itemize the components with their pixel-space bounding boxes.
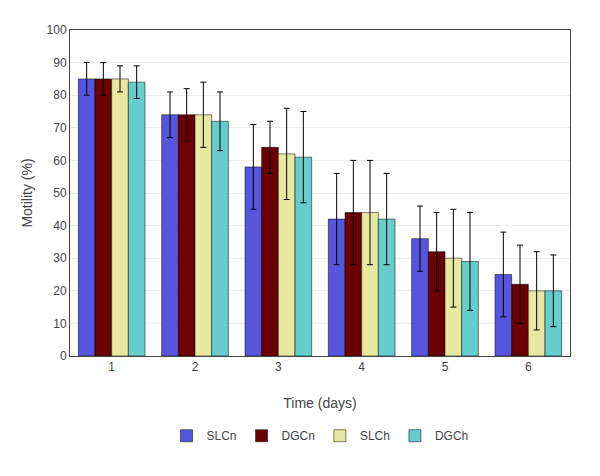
svg-text:0: 0 <box>60 349 67 363</box>
svg-text:10: 10 <box>53 317 67 331</box>
svg-text:90: 90 <box>53 56 67 70</box>
svg-text:Motility (%): Motility (%) <box>19 158 35 227</box>
svg-text:5: 5 <box>442 360 449 374</box>
svg-text:SLCn: SLCn <box>207 429 237 443</box>
svg-text:DGCn: DGCn <box>282 429 315 443</box>
svg-text:2: 2 <box>192 360 199 374</box>
svg-text:6: 6 <box>525 360 532 374</box>
svg-text:1: 1 <box>108 360 115 374</box>
svg-text:30: 30 <box>53 251 67 265</box>
svg-text:Time (days): Time (days) <box>283 395 356 411</box>
svg-text:DGCh: DGCh <box>435 429 468 443</box>
svg-text:100: 100 <box>47 23 67 37</box>
svg-text:SLCh: SLCh <box>360 429 390 443</box>
svg-text:70: 70 <box>53 121 67 135</box>
svg-text:50: 50 <box>53 186 67 200</box>
svg-text:60: 60 <box>53 154 67 168</box>
svg-text:80: 80 <box>53 88 67 102</box>
svg-text:40: 40 <box>53 219 67 233</box>
svg-text:3: 3 <box>275 360 282 374</box>
svg-text:4: 4 <box>358 360 365 374</box>
svg-text:20: 20 <box>53 284 67 298</box>
